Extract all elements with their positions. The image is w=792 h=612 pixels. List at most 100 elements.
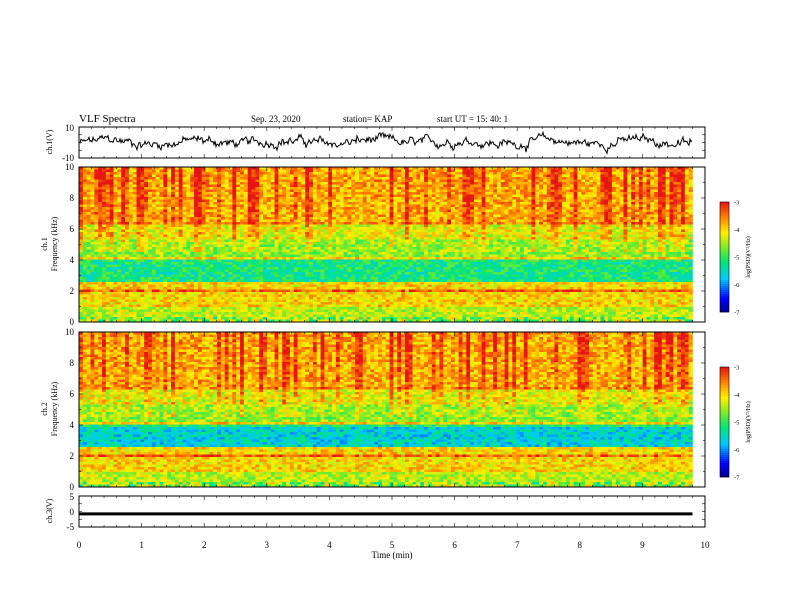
spectrogram-cell [562,169,567,173]
spectrogram-cell [140,179,145,183]
spectrogram-cell [684,227,689,230]
spectrogram-cell [366,202,371,205]
spectrogram-cell [385,167,390,170]
spectrogram-cell [339,187,344,190]
spectrogram-cell [224,189,229,193]
spectrogram-cell [581,237,586,240]
spectrogram-cell [194,219,199,223]
spectrogram-cell [408,234,413,238]
spectrogram-cell [236,182,241,185]
spectrogram-cell [466,212,471,215]
spectrogram-cell [309,177,314,180]
spectrogram-cell [293,237,298,240]
spectrogram-cell [504,219,509,223]
spectrogram-cell [516,192,521,195]
spectrogram-cell [324,237,329,240]
spectrogram-cell [473,232,479,235]
spectrogram-cell [669,232,674,235]
spectrogram-cell [205,224,210,228]
spectrogram-cell [209,224,214,228]
spectrogram-cell [105,237,110,240]
spectrogram-cell [286,232,291,235]
spectrogram-cell [477,227,482,230]
spectrogram-cell [385,237,390,240]
spectrogram-cell [140,234,145,238]
spectrogram-cell [673,207,678,210]
spectrogram-cell [220,209,225,213]
spectrogram-cell [516,232,521,235]
spectrogram-cell [435,187,440,190]
spectrogram-cell [255,172,260,175]
spectrogram-cell [408,182,413,185]
spectrogram-cell [424,217,429,220]
spectrogram-cell [439,189,444,193]
spectrogram-cell [581,182,586,185]
spectrogram-cell [385,197,390,200]
spectrogram-cell [259,184,264,188]
spectrogram-cell [205,239,210,243]
spectrogram-cell [140,189,145,193]
spectrogram-cell [125,187,130,190]
spectrogram-cell [259,212,264,215]
spectrogram-cell [297,217,302,220]
spectrogram-cell [366,227,371,230]
spectrogram-cell [293,217,298,220]
spectrogram-cell [125,222,130,225]
spectrogram-cell [684,177,689,180]
spectrogram-cell [485,172,490,175]
spectrogram-cell [297,167,302,170]
spectrogram-cell [128,167,133,170]
spectrogram-cell [113,234,118,238]
spectrogram-cell [481,197,486,200]
spectrogram-cell [539,172,544,175]
spectrogram-cell [144,207,149,210]
spectrogram-cell [370,224,375,228]
spectrogram-cell [324,229,329,233]
spectrogram-cell [581,209,586,213]
spectrogram-cell [286,172,291,175]
spectrogram-cell [634,239,640,243]
spectrogram-cell [362,212,367,215]
spectrogram-cell [665,237,670,240]
spectrogram-cell [128,207,133,210]
spectrogram-cell [412,227,417,230]
spectrogram-cell [393,232,398,235]
spectrogram-cell [378,189,383,193]
spectrogram-cell [558,212,563,215]
spectrogram-cell [366,214,371,218]
spectrogram-cell [489,219,494,223]
spectrogram-cell [320,219,325,223]
spectrogram-cell [113,202,118,205]
spectrogram-cell [634,182,640,185]
spectrogram-cell [278,177,283,180]
spectrogram-cell [531,227,536,230]
spectrogram-cell [247,177,252,180]
spectrogram-cell [665,202,670,205]
spectrogram-cell [454,204,459,208]
spectrogram-cell [585,222,590,225]
spectrogram-cell [604,237,609,240]
spectrogram-cell [631,219,636,223]
spectrogram-cell [443,204,448,208]
spectrogram-cell [151,189,156,193]
spectrogram-cell [358,204,364,208]
spectrogram-cell [90,194,95,198]
spectrogram-cell [680,167,686,170]
spectrogram-cell [205,194,210,198]
spectrogram-cell [151,202,156,205]
spectrogram-cell [527,227,532,230]
spectrogram-cell [650,199,655,203]
spectrogram-cell [151,224,156,228]
spectrogram-cell [263,169,268,173]
spectrogram-cell [293,232,298,235]
spectrogram-cell [339,169,344,173]
spectrogram-cell [485,239,490,243]
spectrogram-cell [565,219,571,223]
spectrogram-cell [335,182,341,185]
spectrogram-cell [102,224,107,228]
spectrogram-cell [527,179,532,183]
spectrogram-cell [408,239,413,243]
spectrogram-cell [397,237,402,240]
spectrogram-cell [209,202,214,205]
spectrogram-cell [186,212,191,215]
